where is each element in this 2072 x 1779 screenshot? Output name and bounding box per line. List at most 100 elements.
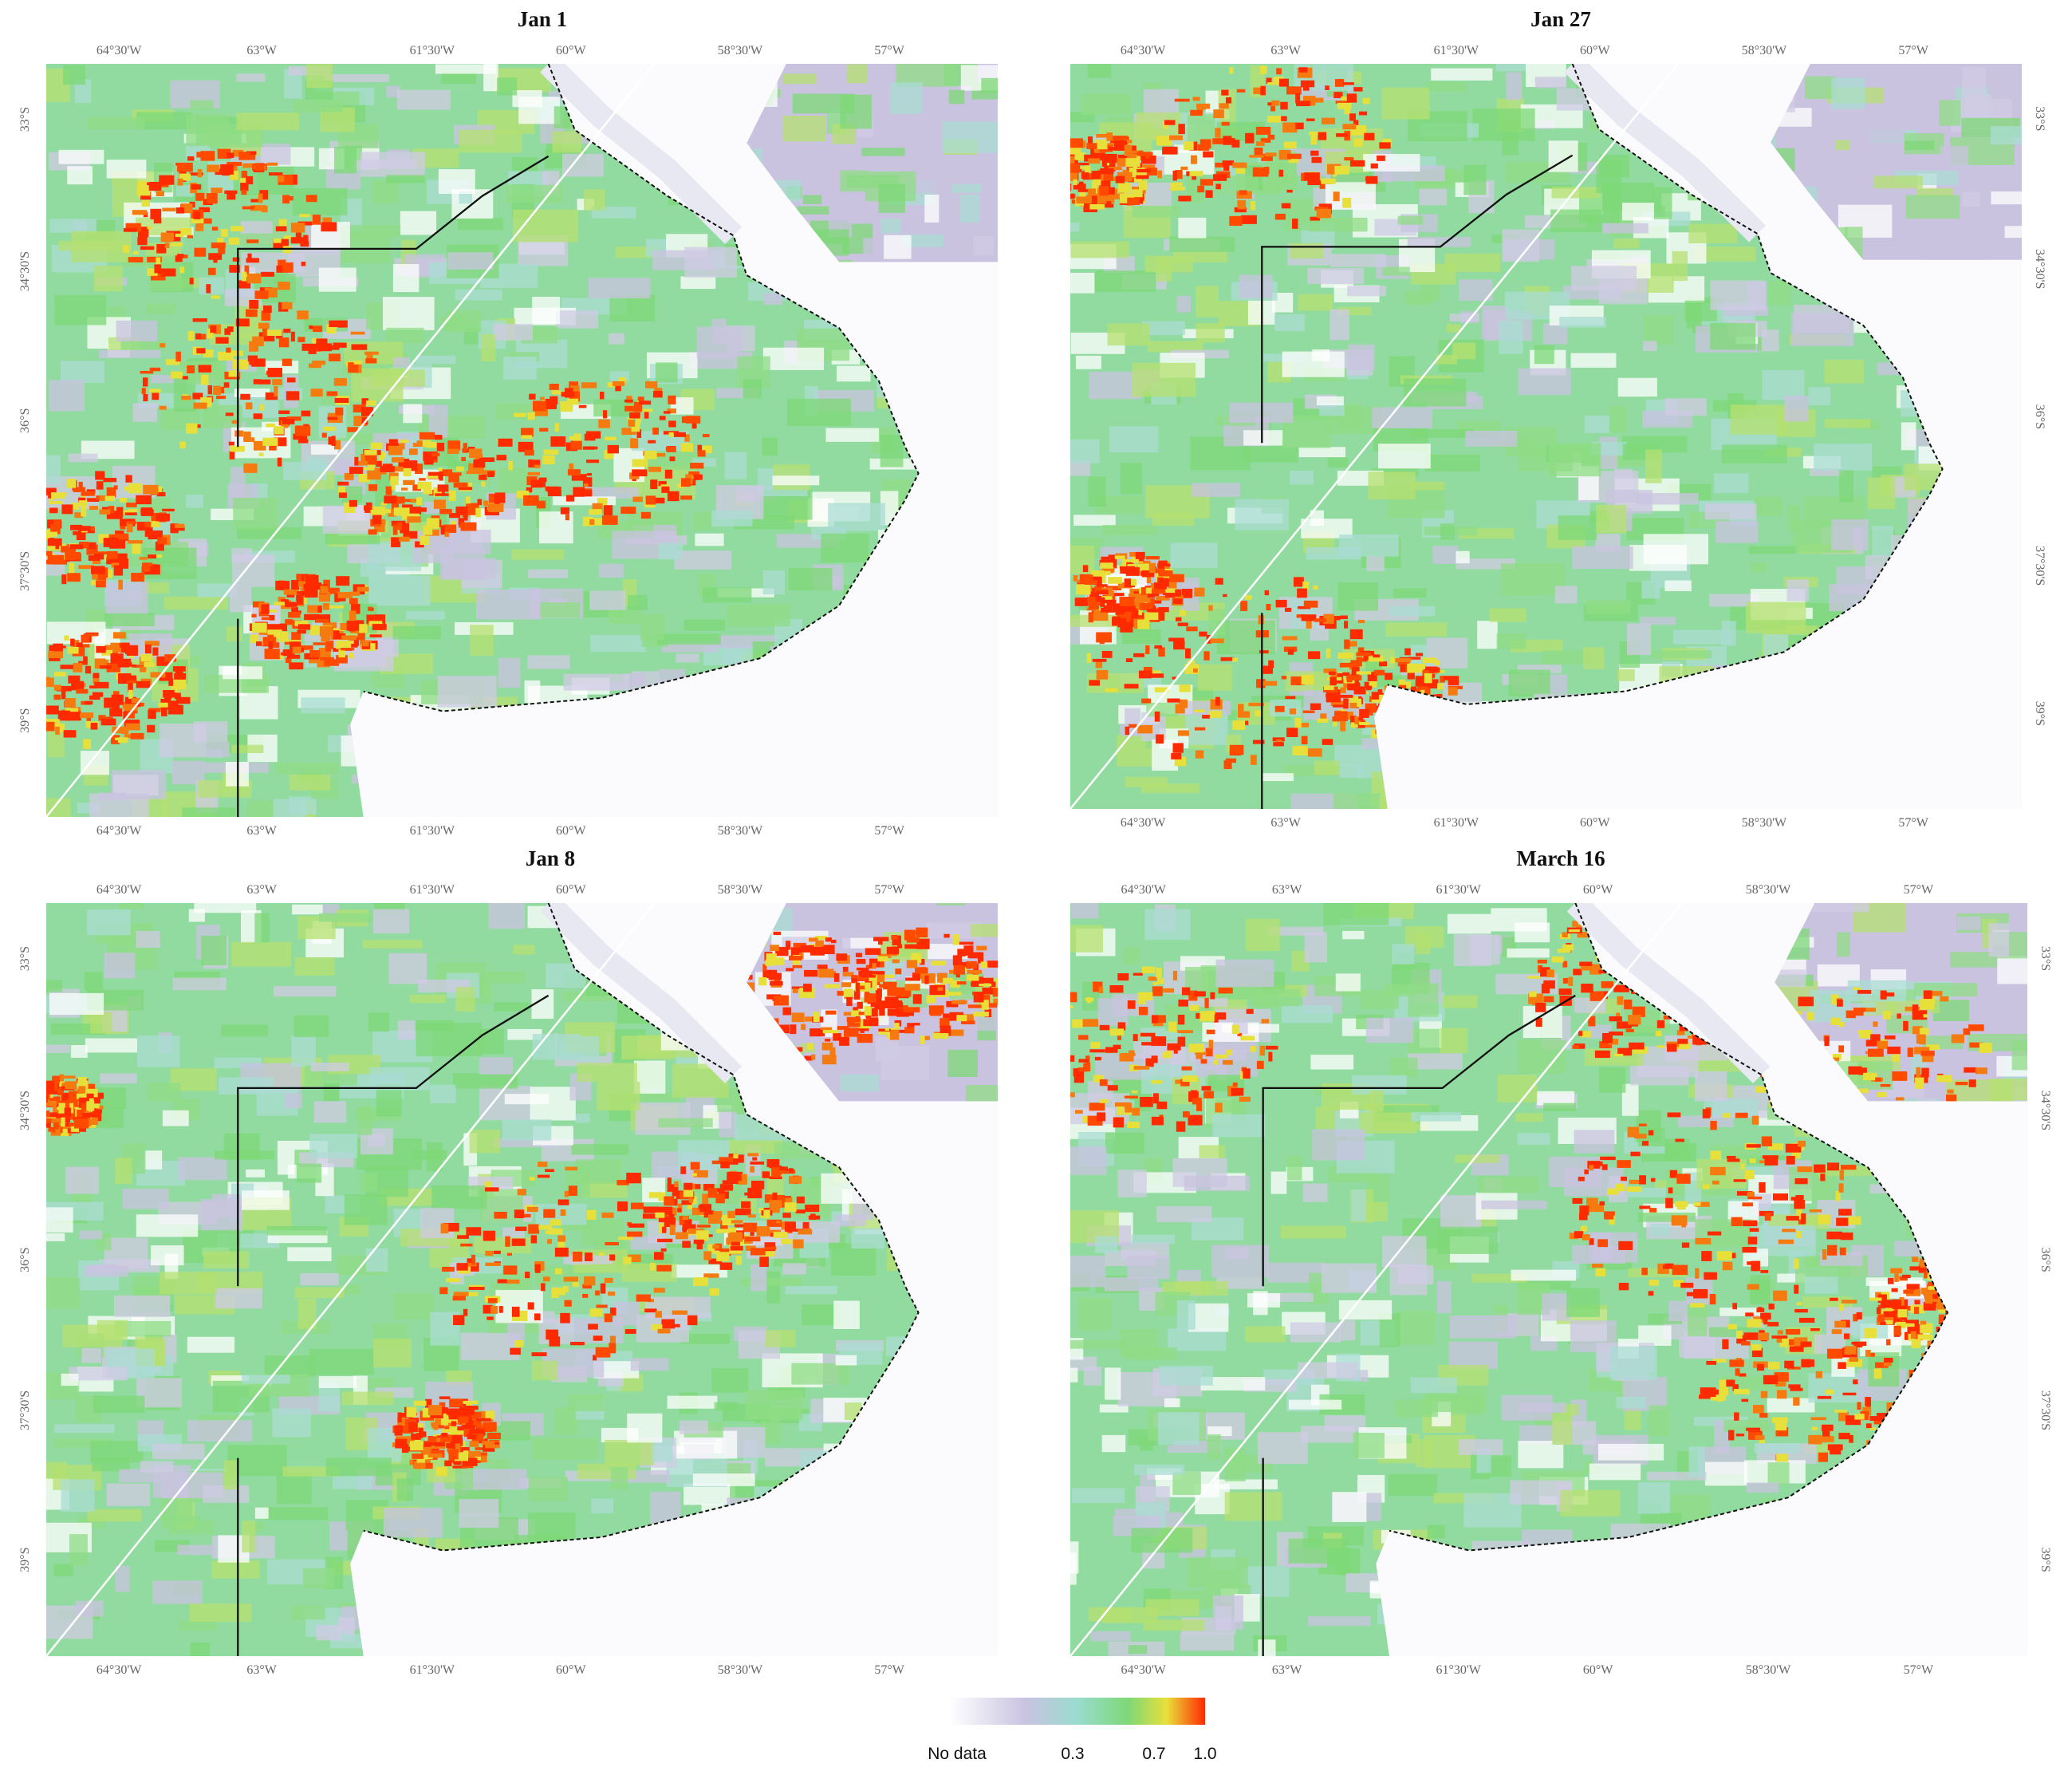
pixel-patch	[1127, 150, 1140, 153]
pixel-patch	[1091, 180, 1098, 191]
pixel-patch	[1104, 599, 1117, 604]
pixel-patch	[305, 195, 317, 203]
pixel-patch	[458, 518, 465, 525]
pixel-patch	[628, 419, 636, 427]
pixel-patch	[36, 1113, 43, 1118]
pixel-patch	[85, 665, 92, 674]
pixel-patch	[959, 195, 980, 223]
pixel-patch	[1104, 570, 1111, 576]
pixel-patch	[420, 1454, 433, 1460]
pixel-patch	[1966, 224, 1979, 242]
pixel-patch	[1586, 600, 1631, 614]
pixel-patch	[1102, 143, 1116, 147]
pixel-patch	[582, 1284, 593, 1289]
coastline	[363, 64, 920, 712]
pixel-patch	[58, 241, 124, 251]
pixel-patch	[880, 960, 884, 968]
pixel-patch	[466, 503, 479, 511]
pixel-patch	[1136, 152, 1153, 156]
pixel-patch	[451, 520, 455, 525]
pixel-patch	[118, 579, 123, 590]
pixel-patch	[534, 1264, 541, 1273]
pixel-patch	[1062, 145, 1067, 149]
pixel-patch	[947, 1049, 978, 1078]
pixel-patch	[128, 681, 133, 692]
pixel-patch	[1290, 676, 1305, 685]
pixel-patch	[511, 156, 538, 172]
pixel-patch	[609, 1343, 616, 1354]
pixel-patch	[703, 1251, 711, 1260]
pixel-patch	[447, 252, 494, 270]
pixel-patch	[468, 1262, 479, 1272]
pixel-patch	[529, 1177, 535, 1181]
pixel-patch	[266, 329, 282, 336]
pixel-patch	[90, 1012, 112, 1034]
pixel-patch	[294, 621, 309, 626]
pixel-patch	[926, 995, 936, 1004]
pixel-patch	[1688, 223, 1738, 244]
pixel-patch	[851, 1228, 884, 1249]
pixel-patch	[791, 986, 805, 989]
pixel-patch	[497, 77, 518, 96]
pixel-patch	[1444, 253, 1501, 272]
pixel-patch	[529, 393, 536, 400]
pixel-patch	[316, 338, 328, 349]
pixel-patch	[174, 688, 179, 693]
pixel-patch	[601, 515, 618, 525]
pixel-patch	[446, 1442, 453, 1448]
pixel-patch	[104, 953, 136, 979]
pixel-patch	[1348, 344, 1375, 370]
pixel-patch	[196, 218, 212, 224]
pixel-patch	[341, 647, 355, 651]
lon-label: 57°W	[874, 824, 904, 838]
pixel-patch	[122, 1189, 169, 1209]
pixel-patch	[821, 1027, 833, 1031]
pixel-patch	[396, 1436, 407, 1442]
pixel-patch	[1168, 581, 1177, 589]
pixel-patch	[1714, 473, 1749, 494]
pixel-patch	[326, 391, 338, 396]
pixel-patch	[407, 516, 421, 523]
pixel-patch	[702, 445, 712, 454]
pixel-patch	[368, 1067, 430, 1091]
pixel-patch	[1172, 598, 1183, 605]
pixel-patch	[735, 1256, 742, 1265]
pixel-patch	[1263, 665, 1273, 674]
pixel-patch	[1219, 103, 1229, 109]
pixel-patch	[1337, 582, 1379, 611]
pixel-patch	[632, 469, 648, 477]
pixel-patch	[691, 458, 717, 467]
pixel-patch	[246, 273, 262, 284]
pixel-patch	[250, 634, 259, 644]
pixel-patch	[290, 174, 297, 185]
pixel-patch	[278, 410, 290, 414]
pixel-patch	[538, 1225, 553, 1230]
pixel-patch	[1240, 601, 1248, 611]
pixel-patch	[589, 1308, 603, 1317]
pixel-patch	[1329, 676, 1337, 686]
pixel-patch	[1301, 614, 1317, 621]
pixel-patch	[1215, 128, 1221, 138]
pixel-patch	[486, 1316, 494, 1320]
pixel-patch	[1602, 223, 1649, 234]
pixel-patch	[531, 1360, 557, 1381]
pixel-patch	[762, 437, 778, 456]
pixel-patch	[65, 708, 78, 716]
pixel-patch	[293, 433, 308, 440]
pixel-patch	[1314, 206, 1328, 211]
pixel-patch	[68, 453, 98, 463]
pixel-patch	[243, 437, 255, 443]
pixel-patch	[766, 1271, 781, 1304]
pixel-patch	[589, 518, 604, 526]
pixel-patch	[1337, 694, 1353, 698]
pixel-patch	[55, 1126, 61, 1134]
pixel-patch	[741, 1278, 802, 1286]
pixel-patch	[115, 533, 129, 540]
pixel-patch	[1310, 703, 1322, 710]
pixel-patch	[126, 503, 137, 507]
pixel-patch	[1839, 468, 1853, 503]
pixel-patch	[333, 342, 347, 348]
pixel-patch	[948, 992, 962, 996]
pixel-patch	[481, 481, 486, 487]
pixel-patch	[331, 436, 336, 446]
